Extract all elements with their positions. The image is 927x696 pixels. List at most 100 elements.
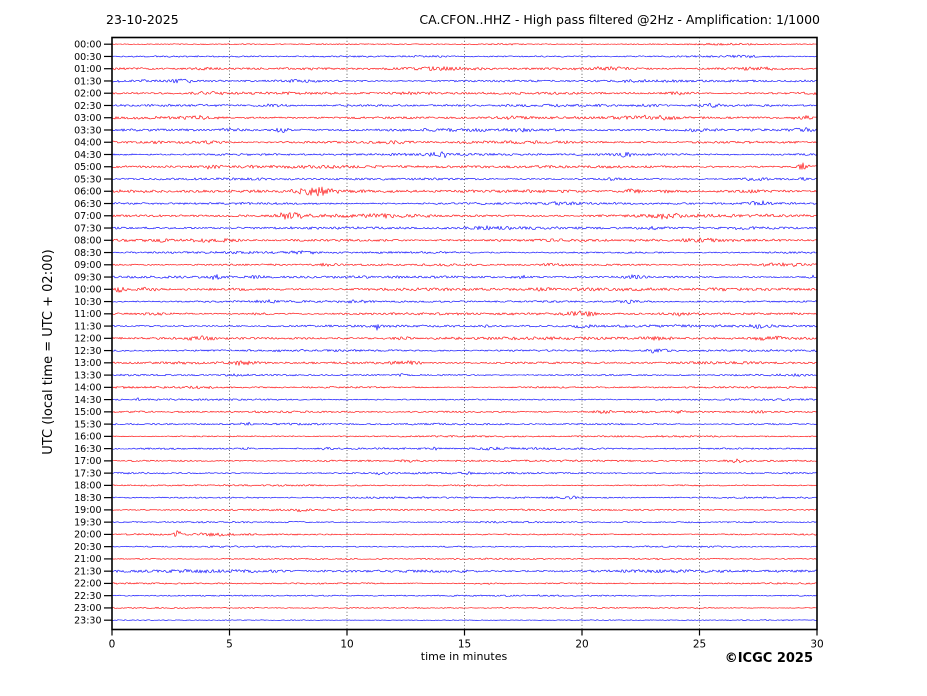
y-tick-label: 21:30 (74, 567, 101, 578)
y-tick-label: 22:30 (74, 591, 101, 602)
y-tick-label: 00:00 (74, 40, 101, 51)
y-tick-label: 09:30 (74, 272, 101, 283)
y-tick-label: 12:30 (74, 346, 101, 357)
seismo-trace-1730 (111, 471, 818, 476)
y-tick-label: 16:00 (74, 432, 101, 443)
seismo-trace-0430 (111, 151, 818, 159)
y-tick-label: 02:00 (74, 89, 101, 100)
seismo-trace-2330 (111, 619, 818, 622)
seismo-trace-1700 (111, 458, 818, 464)
seismo-trace-0830 (111, 250, 818, 255)
seismo-trace-0130 (111, 78, 818, 84)
seismo-trace-1930 (111, 520, 818, 524)
seismo-trace-0530 (111, 176, 818, 181)
x-tick-label: 10 (340, 639, 353, 651)
y-tick-label: 18:00 (74, 481, 101, 492)
y-tick-label: 17:30 (74, 468, 101, 479)
seismo-trace-1530 (111, 421, 818, 426)
y-tick-label: 17:00 (74, 456, 101, 467)
y-tick-label: 06:00 (74, 187, 101, 198)
y-tick-label: 23:00 (74, 603, 101, 614)
seismo-trace-2030 (111, 545, 818, 548)
seismo-trace-1630 (111, 446, 818, 451)
y-tick-label: 19:00 (74, 505, 101, 516)
x-tick-label: 30 (810, 639, 823, 651)
date-title: 23-10-2025 (106, 12, 179, 27)
y-tick-label: 13:00 (74, 358, 101, 369)
seismo-trace-0000 (111, 42, 818, 46)
seismo-trace-0230 (111, 102, 818, 108)
x-axis-label: time in minutes (421, 650, 508, 663)
x-tick-label: 20 (575, 639, 588, 651)
seismo-trace-0300 (111, 114, 818, 121)
seismo-trace-0630 (111, 200, 818, 206)
seismo-trace-1100 (111, 310, 818, 317)
station-title: CA.CFON..HHZ - High pass filtered @2Hz -… (419, 12, 820, 27)
copyright: ©ICGC 2025 (725, 651, 813, 666)
y-tick-label: 16:30 (74, 444, 101, 455)
y-tick-label: 11:00 (74, 309, 101, 320)
seismo-trace-1600 (111, 435, 818, 438)
y-tick-label: 11:30 (74, 321, 101, 332)
y-tick-label: 22:00 (74, 579, 101, 590)
grid-layer (229, 37, 700, 630)
x-tick-label: 5 (226, 639, 233, 651)
seismo-trace-1500 (111, 410, 818, 414)
y-tick-label: 03:00 (74, 113, 101, 124)
seismo-trace-2130 (111, 569, 818, 574)
seismo-trace-0930 (111, 274, 818, 280)
y-tick-label: 04:00 (74, 138, 101, 149)
seismo-trace-2230 (111, 594, 818, 597)
seismo-trace-1230 (111, 348, 818, 354)
seismo-trace-2300 (111, 606, 818, 609)
y-tick-label: 06:30 (74, 199, 101, 210)
y-tick-label: 01:00 (74, 64, 101, 75)
y-tick-label: 15:00 (74, 407, 101, 418)
x-tick-label: 25 (693, 639, 706, 651)
seismo-trace-0030 (111, 54, 818, 59)
y-tick-label: 07:00 (74, 211, 101, 222)
y-tick-label: 23:30 (74, 616, 101, 627)
seismo-trace-1330 (111, 373, 818, 377)
y-tick-label: 14:00 (74, 383, 101, 394)
x-tick-label: 0 (109, 639, 116, 651)
seismo-trace-1200 (111, 335, 818, 341)
seismo-trace-1900 (111, 508, 818, 513)
seismo-trace-1400 (111, 385, 818, 390)
seismo-trace-1130 (111, 324, 818, 331)
seismo-trace-2100 (111, 557, 818, 561)
y-tick-label: 10:30 (74, 297, 101, 308)
trace-layer (111, 42, 818, 622)
y-tick-label: 08:30 (74, 248, 101, 259)
x-tick-label: 15 (458, 639, 471, 651)
seismo-trace-0400 (111, 140, 818, 145)
y-tick-label: 10:00 (74, 285, 101, 296)
y-tick-label: 01:30 (74, 76, 101, 87)
y-tick-label: 03:30 (74, 125, 101, 136)
y-axis-label: UTC (local time = UTC + 02:00) (41, 249, 56, 454)
seismo-trace-0100 (111, 66, 818, 72)
seismo-trace-0330 (111, 127, 818, 133)
y-tick-label: 15:30 (74, 419, 101, 430)
seismo-trace-0500 (111, 162, 818, 170)
y-tick-label: 05:30 (74, 174, 101, 185)
y-tick-label: 04:30 (74, 150, 101, 161)
y-tick-label: 09:00 (74, 260, 101, 271)
y-tick-label: 02:30 (74, 101, 101, 112)
y-tick-label: 20:30 (74, 542, 101, 553)
y-tick-label: 08:00 (74, 236, 101, 247)
y-tick-label: 07:30 (74, 223, 101, 234)
seismo-trace-0700 (111, 212, 818, 220)
y-tick-label: 14:30 (74, 395, 101, 406)
y-tick-label: 00:30 (74, 52, 101, 63)
seismo-trace-0600 (111, 186, 818, 197)
seismo-trace-1000 (111, 286, 818, 293)
plot-border (111, 36, 818, 631)
y-tick-label: 18:30 (74, 493, 101, 504)
y-tick-label: 12:00 (74, 334, 101, 345)
seismo-trace-1300 (111, 360, 817, 366)
y-tick-label: 13:30 (74, 370, 101, 381)
seismo-trace-0900 (111, 262, 818, 267)
